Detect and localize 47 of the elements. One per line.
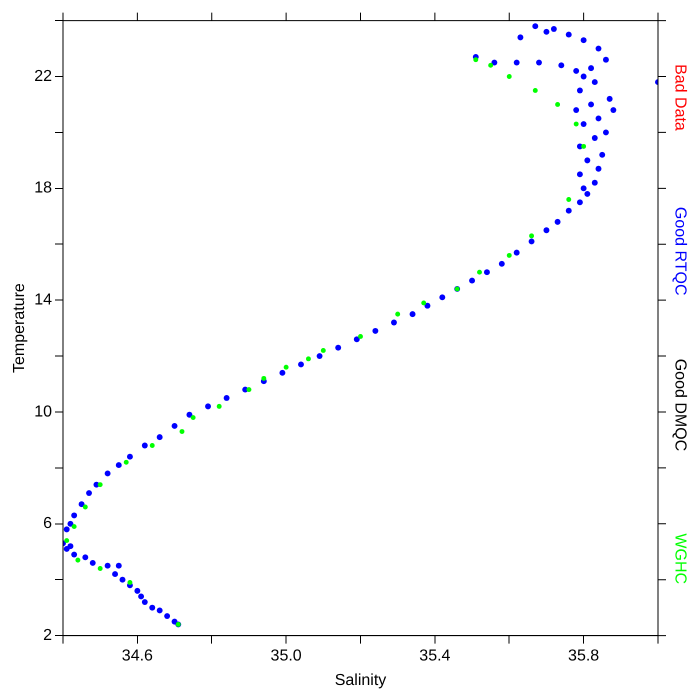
point [246,387,252,392]
point [98,482,103,488]
point [421,300,426,306]
x-tick-label: 34.6 [122,648,154,665]
point [306,356,311,362]
point [566,197,572,202]
point [82,504,88,510]
legend-label: Good DMQC [672,358,689,452]
x-tick-label: 35.8 [568,648,600,665]
point [216,404,222,409]
y-tick-label: 22 [34,68,52,85]
point [72,524,77,530]
point [284,364,289,370]
y-tick-label: 10 [34,403,52,420]
point [180,429,184,434]
y-tick-label: 18 [34,180,52,197]
point [395,312,400,317]
point [581,144,586,149]
point [261,376,266,381]
point [574,122,579,126]
y-tick-label: 2 [43,627,52,644]
point [555,102,560,107]
text: WGHC [672,533,689,584]
y-axis-title: Temperature [11,283,28,374]
legend-label: Bad Data [672,64,689,131]
point [529,233,534,238]
y-tick-label: 14 [34,292,52,309]
point [506,74,512,79]
point [190,415,196,420]
point [358,334,363,339]
point [506,252,512,258]
x-tick-label: 35.0 [270,648,302,665]
point [477,270,482,275]
point [124,460,129,465]
point [488,62,494,68]
text: Good RTQC [672,206,689,296]
point [127,580,132,585]
point [75,558,80,563]
y-tick-label: 6 [43,515,52,532]
x-tick-label: 35.4 [419,648,451,665]
point [532,88,538,93]
point [320,348,326,353]
point [150,443,155,448]
point [64,538,70,544]
x-axis-title: Salinity [334,672,386,689]
point [98,566,103,571]
point [473,57,478,62]
